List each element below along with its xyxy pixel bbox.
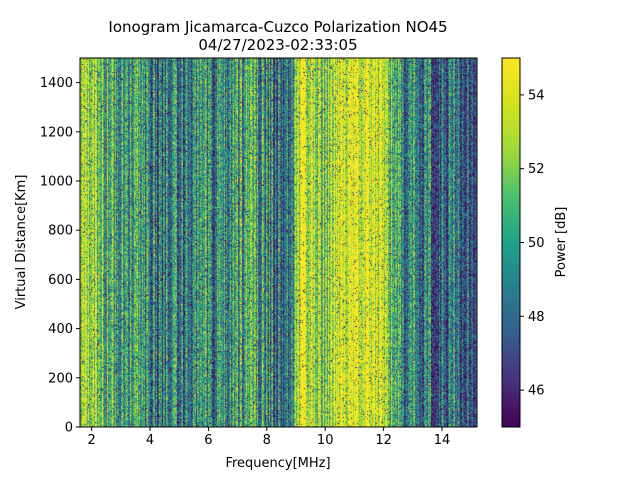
colorbar <box>501 57 521 428</box>
x-axis-ticks: 2 4 6 8 10 12 14 <box>88 427 451 448</box>
y-tick-label: 600 <box>48 273 73 288</box>
x-tick-label: 12 <box>375 433 392 448</box>
y-tick-label: 800 <box>48 224 73 239</box>
y-axis-label: Virtual Distance[Km] <box>14 175 29 310</box>
ionogram-heatmap <box>80 58 477 427</box>
x-tick-label: 10 <box>317 433 334 448</box>
y-tick-label: 1400 <box>40 76 73 91</box>
colorbar-ticks: 46 48 50 52 54 <box>520 88 545 399</box>
y-tick-label: 200 <box>48 371 73 386</box>
plot-frame <box>79 57 478 428</box>
chart-title: Ionogram Jicamarca-Cuzco Polarization NO… <box>108 18 447 36</box>
x-tick-label: 14 <box>434 433 451 448</box>
colorbar-tick-label: 54 <box>528 88 545 103</box>
x-tick-label: 8 <box>263 433 271 448</box>
x-tick-label: 6 <box>204 433 212 448</box>
y-tick-label: 1000 <box>40 175 73 190</box>
x-tick-label: 4 <box>146 433 154 448</box>
y-axis-ticks: 0 200 400 600 800 1000 1200 1400 <box>40 76 80 436</box>
colorbar-tick-label: 48 <box>528 310 545 325</box>
y-tick-label: 400 <box>48 322 73 337</box>
y-tick-label: 0 <box>65 421 73 436</box>
x-axis-label: Frequency[MHz] <box>225 456 330 471</box>
x-tick-label: 2 <box>88 433 96 448</box>
colorbar-tick-label: 46 <box>528 384 545 399</box>
colorbar-label: Power [dB] <box>554 207 569 278</box>
chart-subtitle: 04/27/2023-02:33:05 <box>198 36 357 54</box>
y-tick-label: 1200 <box>40 125 73 140</box>
colorbar-tick-label: 52 <box>528 162 545 177</box>
colorbar-tick-label: 50 <box>528 236 545 251</box>
